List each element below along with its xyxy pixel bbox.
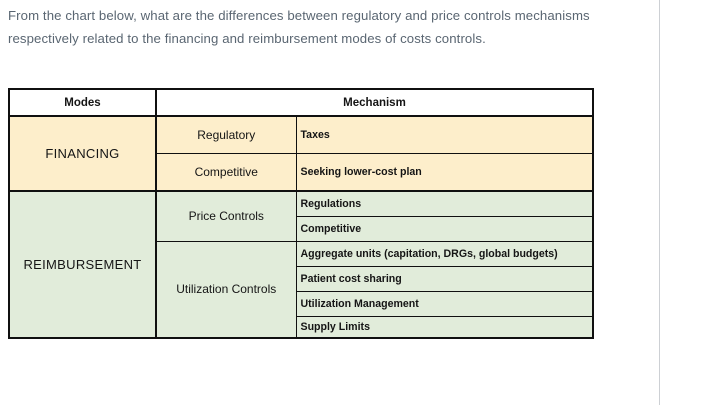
detail-cell-utilization-management: Utilization Management [295,290,594,317]
detail-cell-seeking-lower-cost-plan: Seeking lower-cost plan [295,152,594,192]
table-row: FINANCING Regulatory Taxes [8,115,594,192]
table-row: Utilization Management [9,290,594,317]
table-row: Patient cost sharing [9,265,594,292]
mode-cell-reimbursement: REIMBURSEMENT [8,190,157,339]
panel-divider-line [659,0,660,405]
table-row: Utilization Controls Aggregate units (ca… [9,240,594,339]
detail-cell-supply-limits: Supply Limits [295,315,594,339]
mechanism-cell-price-controls: Price Controls [155,190,297,242]
cost-controls-table: Modes Mechanism FINANCING Regulatory Tax… [8,88,594,339]
modes-header: Modes [8,88,157,117]
detail-cell-taxes: Taxes [295,115,594,154]
table-header-row: Modes Mechanism [8,88,594,117]
detail-cell-patient-cost-sharing: Patient cost sharing [295,265,594,292]
detail-cell-aggregate-units: Aggregate units (capitation, DRGs, globa… [295,240,594,267]
mechanism-cell-regulatory: Regulatory [155,115,297,154]
mechanism-cell-utilization-controls: Utilization Controls [155,240,297,339]
mechanism-cell-competitive-financing: Competitive [155,152,297,192]
table-row: Supply Limits [9,315,594,339]
question-line-2: respectively related to the financing an… [8,30,486,46]
table-row: Competitive Seeking lower-cost plan [9,152,594,192]
mechanism-header: Mechanism [155,88,594,117]
detail-cell-regulations: Regulations [295,190,594,217]
detail-cell-competitive-reimbursement: Competitive [295,215,594,242]
question-line-1: From the chart below, what are the diffe… [8,8,590,23]
mode-cell-financing: FINANCING [8,115,157,192]
question-text: From the chart below, what are the diffe… [8,5,590,50]
table-row: REIMBURSEMENT Price Controls Regulations [8,190,594,339]
